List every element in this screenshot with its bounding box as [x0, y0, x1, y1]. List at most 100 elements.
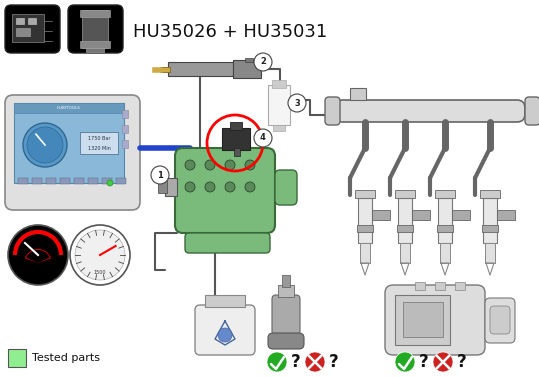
Circle shape [395, 352, 415, 372]
Text: 3: 3 [294, 98, 300, 107]
Circle shape [218, 328, 232, 342]
FancyBboxPatch shape [195, 305, 255, 355]
Text: 4: 4 [260, 133, 266, 143]
Bar [46, 178, 56, 184]
Bar [497, 210, 515, 220]
Bar [395, 295, 450, 345]
Bar [122, 110, 128, 118]
FancyBboxPatch shape [175, 148, 275, 233]
Bar [168, 62, 233, 76]
Bar [357, 225, 373, 232]
Circle shape [75, 230, 125, 280]
Bar [400, 243, 410, 263]
Bar [437, 225, 453, 232]
Bar [80, 10, 110, 17]
Circle shape [225, 160, 235, 170]
Bar [278, 285, 294, 297]
Bar [74, 178, 84, 184]
FancyBboxPatch shape [272, 295, 300, 335]
Bar [412, 210, 430, 220]
Bar [435, 282, 445, 290]
Circle shape [267, 352, 287, 372]
Bar [116, 178, 126, 184]
Bar [435, 190, 455, 198]
Bar [482, 225, 498, 232]
FancyBboxPatch shape [335, 100, 525, 122]
FancyBboxPatch shape [68, 5, 123, 53]
Text: HUBITOOLS: HUBITOOLS [57, 106, 81, 110]
Bar [14, 103, 124, 183]
Bar [80, 41, 110, 48]
Text: ?: ? [419, 353, 429, 371]
Circle shape [225, 182, 235, 192]
Bar [230, 122, 242, 130]
FancyBboxPatch shape [525, 97, 539, 125]
Text: 2: 2 [260, 58, 266, 66]
FancyBboxPatch shape [485, 298, 515, 343]
FancyBboxPatch shape [490, 306, 510, 334]
Circle shape [433, 352, 453, 372]
FancyBboxPatch shape [185, 233, 270, 253]
Circle shape [23, 123, 67, 167]
Bar [12, 14, 44, 42]
Bar [160, 67, 170, 72]
Bar [80, 132, 118, 154]
Bar [272, 80, 286, 88]
Bar [455, 282, 465, 290]
FancyBboxPatch shape [268, 333, 304, 349]
Bar [397, 225, 413, 232]
Circle shape [305, 352, 325, 372]
Bar [122, 125, 128, 133]
Bar [165, 178, 177, 196]
Bar [398, 198, 412, 243]
Bar [8, 349, 26, 367]
Text: ?: ? [457, 353, 467, 371]
Text: HU35026 + HU35031: HU35026 + HU35031 [133, 23, 327, 41]
Bar [245, 58, 253, 62]
Text: Tested parts: Tested parts [32, 353, 100, 363]
Bar [440, 243, 450, 263]
FancyBboxPatch shape [5, 5, 60, 53]
Bar [60, 178, 70, 184]
FancyBboxPatch shape [5, 95, 140, 210]
Circle shape [205, 160, 215, 170]
Text: 1320 Min: 1320 Min [88, 146, 110, 150]
Circle shape [185, 182, 195, 192]
Bar [403, 302, 443, 337]
Wedge shape [26, 250, 50, 263]
Bar [18, 178, 28, 184]
Bar [14, 103, 124, 113]
Bar [355, 190, 375, 198]
Wedge shape [25, 249, 51, 263]
Circle shape [8, 225, 68, 285]
Bar [268, 85, 290, 125]
Bar [234, 148, 240, 156]
Bar [82, 10, 108, 48]
Bar [16, 18, 24, 24]
FancyBboxPatch shape [275, 170, 297, 205]
Bar [282, 275, 290, 287]
Circle shape [254, 53, 272, 71]
Bar [415, 282, 425, 290]
Circle shape [245, 182, 255, 192]
Bar [205, 295, 245, 307]
Bar [480, 190, 500, 198]
Text: 1500: 1500 [94, 271, 106, 276]
Bar [395, 190, 415, 198]
Bar [32, 178, 42, 184]
Circle shape [107, 180, 113, 186]
Circle shape [205, 182, 215, 192]
Bar [16, 28, 30, 36]
Bar [485, 243, 495, 263]
Text: 1: 1 [157, 170, 163, 179]
Circle shape [185, 160, 195, 170]
Bar [483, 198, 497, 243]
Bar [360, 243, 370, 263]
Bar [452, 210, 470, 220]
Text: ?: ? [329, 353, 339, 371]
Bar [158, 181, 167, 193]
Bar [88, 178, 98, 184]
Circle shape [70, 225, 130, 285]
Bar [358, 198, 372, 243]
Bar [86, 48, 104, 52]
